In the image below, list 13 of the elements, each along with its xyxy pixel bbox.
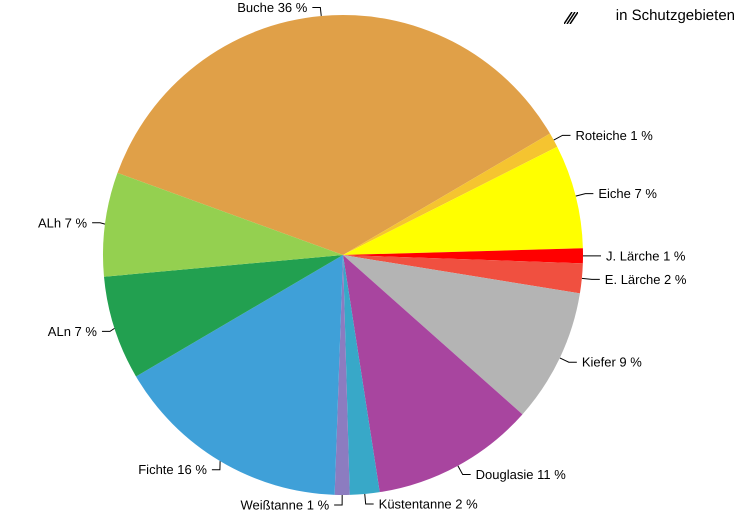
slice-label: Buche 36 %	[237, 0, 308, 15]
slice-label: Küstentanne 2 %	[378, 496, 478, 512]
slice-label: ALh 7 %	[38, 215, 88, 230]
slice-label: Douglasie 11 %	[476, 466, 566, 482]
slice-label: Eiche 7 %	[598, 186, 658, 202]
slice-label: E. Lärche 2 %	[604, 272, 687, 287]
slice-label: ALn 7 %	[48, 324, 98, 339]
slice-label: Weißtanne 1 %	[240, 498, 330, 512]
slice-label: Fichte 16 %	[138, 462, 208, 478]
slice-label: Kiefer 9 %	[582, 354, 642, 370]
text: in Schutzgebieten	[616, 7, 736, 24]
slice-label: J. Lärche 1 %	[606, 248, 686, 264]
slice-label: Roteiche 1 %	[575, 128, 654, 143]
